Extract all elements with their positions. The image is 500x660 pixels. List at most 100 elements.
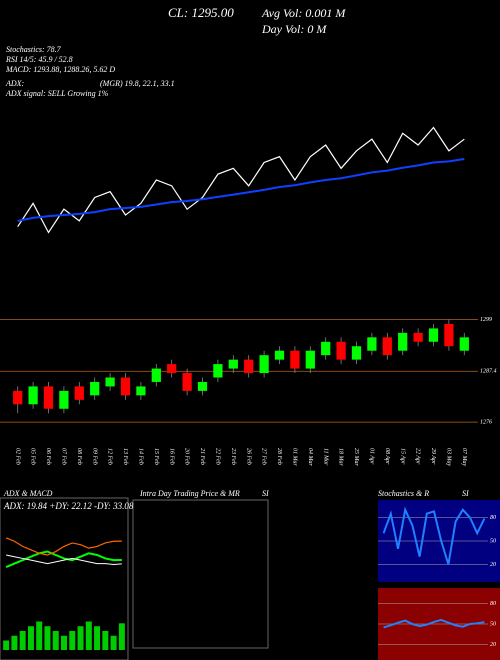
stoch-label: Stochastics: 78.7 <box>6 45 62 54</box>
candle-body <box>321 341 331 356</box>
y-tick-label: 1287.4 <box>480 368 497 375</box>
x-tick-label: 07 Feb <box>61 448 67 465</box>
x-tick-label: 11 Mar <box>322 448 328 466</box>
x-tick-label: 29 Apr <box>430 448 436 465</box>
macd-bar <box>118 623 125 650</box>
adx-panel <box>0 497 129 660</box>
y-tick-label: 80 <box>490 601 496 607</box>
candle-body <box>398 332 408 351</box>
candle-body <box>13 390 23 405</box>
macd-bar <box>85 621 92 650</box>
x-tick-label: 22 Feb <box>215 448 221 465</box>
candle-body <box>274 350 285 360</box>
macd-bar <box>69 631 76 650</box>
price-line <box>17 126 465 234</box>
adx-values: ADX: 19.84 +DY: 22.12 -DY: 33.08 <box>3 501 134 511</box>
candle-body <box>444 323 454 347</box>
candle-body <box>90 381 100 396</box>
x-tick-label: 07 May <box>461 448 467 466</box>
x-tick-label: 03 May <box>446 448 452 466</box>
adx-line <box>6 554 122 565</box>
x-tick-label: 08 Apr <box>384 448 390 465</box>
x-tick-label: 18 Mar <box>338 448 344 466</box>
candle-body <box>259 355 269 374</box>
rsi-line <box>383 618 485 629</box>
x-tick-label: 28 Feb <box>276 448 282 465</box>
candle-body <box>428 328 439 342</box>
candle-body <box>74 386 84 400</box>
x-tick-label: 06 Feb <box>45 448 51 465</box>
x-tick-label: 01 Apr <box>369 448 375 465</box>
adx-label: ADX: <box>5 79 25 88</box>
y-tick-label: 50 <box>490 621 496 627</box>
y-tick-label: 1276 <box>480 420 492 426</box>
macd-bar <box>77 626 84 650</box>
candle-body <box>120 377 131 396</box>
candle-body <box>151 368 161 382</box>
candle-body <box>244 359 254 374</box>
candle-body <box>28 386 38 405</box>
macd-bar <box>11 635 18 650</box>
x-tick-label: 23 Feb <box>230 448 236 465</box>
candle-body <box>367 337 377 351</box>
x-tick-label: 15 Feb <box>153 448 159 465</box>
x-tick-label: 02 Feb <box>14 448 20 465</box>
intraday-suffix: SI <box>262 489 269 498</box>
y-tick-label: 50 <box>490 538 496 544</box>
candle-body <box>213 364 223 378</box>
stoch-suffix: SI <box>462 489 469 498</box>
x-tick-label: 01 Mar <box>292 448 298 466</box>
candle-body <box>351 346 362 360</box>
candle-body <box>167 364 177 374</box>
x-tick-label: 20 Feb <box>184 448 190 465</box>
macd-label: MACD: 1293.88, 1288.26, 5.62 D <box>5 65 115 74</box>
macd-bar <box>94 626 101 650</box>
x-tick-label: 12 Feb <box>107 448 113 465</box>
candle-body <box>43 386 54 409</box>
adx-title: ADX & MACD <box>3 489 53 498</box>
candle-body <box>413 332 423 342</box>
y-tick-label: 20 <box>490 562 496 568</box>
day-vol: Day Vol: 0 M <box>261 22 327 36</box>
y-tick-label: 80 <box>490 515 496 521</box>
macd-bar <box>44 626 51 650</box>
x-tick-label: 21 Feb <box>199 448 205 465</box>
candle-body <box>59 390 69 409</box>
x-tick-label: 27 Feb <box>261 448 267 465</box>
candle-body <box>182 373 192 391</box>
macd-bar <box>3 640 10 650</box>
macd-bar <box>27 626 34 650</box>
macd-bar <box>36 621 43 650</box>
mgr-label: (MGR) 19.8, 22.1, 33.1 <box>100 79 175 88</box>
macd-bar <box>19 631 26 650</box>
stoch-title: Stochastics & R <box>378 489 429 498</box>
candle-body <box>105 377 115 387</box>
x-tick-label: 13 Feb <box>122 448 128 465</box>
adx-signal: ADX signal: SELL Growing 1% <box>5 89 109 98</box>
stoch-line <box>382 506 486 565</box>
intraday-title: Intra Day Trading Price & MR <box>139 489 240 498</box>
x-tick-label: 26 Feb <box>245 448 251 465</box>
candle-body <box>459 337 469 351</box>
x-tick-label: 04 Mar <box>307 448 314 466</box>
x-tick-label: 14 Feb <box>138 448 145 465</box>
y-tick-label: 1299 <box>480 317 492 323</box>
candle-body <box>228 359 238 369</box>
x-tick-label: 08 Feb <box>76 448 82 465</box>
rsi-label: RSI 14/5: 45.9 / 52.8 <box>5 55 73 64</box>
candle-body <box>336 341 346 360</box>
candle-body <box>382 337 392 356</box>
mdi-line <box>5 537 122 556</box>
sma-line <box>17 158 465 222</box>
candle-body <box>290 350 300 369</box>
x-tick-label: 05 Feb <box>30 448 36 465</box>
candle-body <box>197 381 208 391</box>
x-tick-label: 09 Feb <box>91 448 97 465</box>
close-label: CL: 1295.00 <box>168 5 234 20</box>
x-tick-label: 16 Feb <box>168 448 174 465</box>
candle-body <box>136 386 146 396</box>
x-tick-label: 15 Apr <box>399 448 405 465</box>
macd-bar <box>52 631 59 650</box>
macd-bar <box>110 635 117 650</box>
y-tick-label: 20 <box>490 642 496 648</box>
